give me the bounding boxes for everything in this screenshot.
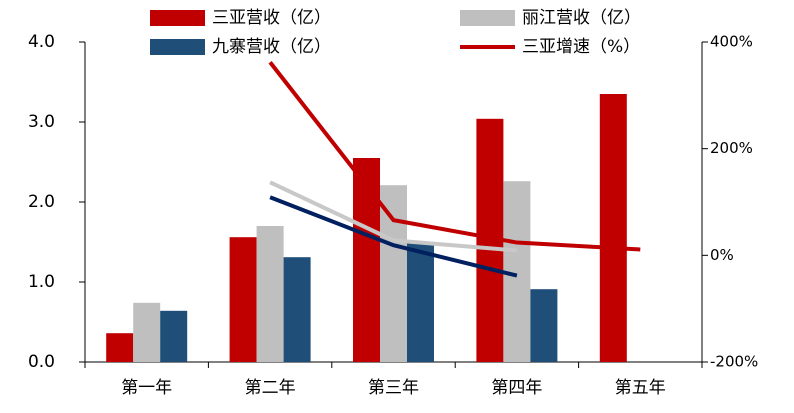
line: [269, 180, 518, 253]
bar: [380, 185, 407, 362]
bar: [160, 310, 188, 362]
x-tick-label: 第四年: [491, 378, 542, 398]
bar: [106, 333, 134, 362]
y-tick-label: 2.0: [28, 192, 55, 212]
x-tick-label: 第三年: [368, 378, 419, 398]
x-tick-label: 第五年: [615, 378, 666, 398]
bar: [133, 302, 161, 362]
x-tick-label: 第二年: [245, 378, 296, 398]
y-tick-label: 4.0: [28, 32, 55, 52]
bar: [407, 242, 434, 362]
y2-tick-label: 0%: [710, 246, 734, 264]
legend-label: 丽江营收（亿）: [522, 8, 641, 28]
bar: [599, 94, 627, 362]
legend-swatch: [150, 39, 205, 55]
bar: [283, 257, 311, 362]
y-tick-label: 0.0: [28, 352, 55, 372]
bar: [530, 289, 558, 362]
x-tick-label: 第一年: [121, 378, 172, 398]
y2-tick-label: 400%: [710, 33, 753, 51]
legend-label: 三亚增速（%）: [522, 37, 640, 57]
legend-label: 三亚营收（亿）: [212, 8, 331, 28]
legend-label: 九寨营收（亿）: [212, 37, 331, 57]
bar: [229, 237, 257, 362]
y2-tick-label: -200%: [710, 353, 758, 371]
line: [269, 195, 518, 278]
bar: [353, 158, 380, 362]
legend-swatch: [150, 10, 205, 26]
y-tick-label: 1.0: [28, 272, 55, 292]
y2-tick-label: 200%: [710, 139, 753, 157]
y-tick-label: 3.0: [28, 112, 55, 132]
line: [268, 61, 641, 252]
legend-swatch: [460, 10, 515, 26]
bar: [256, 226, 284, 362]
